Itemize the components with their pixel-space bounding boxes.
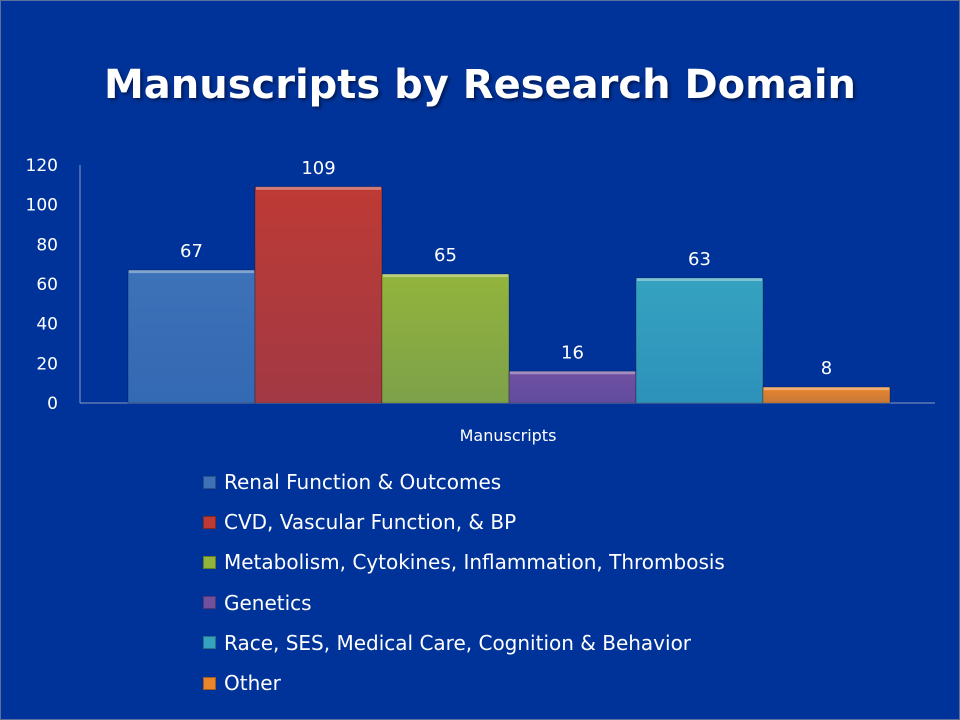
x-category-label: Manuscripts bbox=[460, 426, 557, 445]
y-tick-label: 80 bbox=[36, 235, 58, 255]
legend-label: Genetics bbox=[224, 590, 312, 615]
data-label: 65 bbox=[434, 245, 457, 266]
y-tick-label: 120 bbox=[26, 156, 58, 176]
bar-1 bbox=[127, 269, 256, 404]
bar-3 bbox=[381, 273, 510, 404]
y-tick-label: 40 bbox=[36, 315, 58, 335]
legend-label: CVD, Vascular Function, & BP bbox=[224, 510, 517, 535]
legend-swatch bbox=[203, 475, 216, 489]
data-label: 8 bbox=[821, 358, 832, 379]
bar-4 bbox=[508, 370, 637, 404]
bar-highlight bbox=[637, 278, 762, 282]
legend-swatch bbox=[203, 515, 216, 529]
legend-label: Metabolism, Cytokines, Inflammation, Thr… bbox=[224, 550, 725, 575]
bar-highlight bbox=[764, 387, 889, 391]
data-label: 109 bbox=[301, 158, 335, 179]
bar-highlight bbox=[383, 274, 508, 278]
legend-swatch bbox=[203, 596, 216, 610]
legend-item: Metabolism, Cytokines, Inflammation, Thr… bbox=[203, 542, 725, 582]
legend-swatch bbox=[203, 636, 216, 650]
bar-highlight bbox=[129, 270, 254, 274]
data-label: 63 bbox=[688, 249, 711, 270]
y-tick-label: 0 bbox=[47, 394, 58, 414]
y-tick-label: 100 bbox=[26, 196, 58, 216]
y-tick-label: 60 bbox=[36, 275, 58, 295]
legend-item: Genetics bbox=[203, 583, 725, 623]
bar-5 bbox=[635, 277, 764, 404]
legend-item: Race, SES, Medical Care, Cognition & Beh… bbox=[203, 623, 725, 663]
legend-swatch bbox=[203, 555, 216, 569]
data-label: 67 bbox=[180, 241, 203, 262]
bar-6 bbox=[762, 386, 891, 404]
bar-highlight bbox=[510, 371, 635, 375]
bar-2 bbox=[254, 186, 383, 404]
bar-highlight bbox=[256, 186, 381, 190]
legend-label: Race, SES, Medical Care, Cognition & Beh… bbox=[224, 630, 692, 655]
legend-label: Renal Function & Outcomes bbox=[224, 470, 502, 495]
legend-label: Other bbox=[224, 671, 281, 696]
data-label: 16 bbox=[561, 342, 584, 363]
legend-item: Renal Function & Outcomes bbox=[203, 462, 725, 502]
legend: Renal Function & Outcomes CVD, Vascular F… bbox=[203, 462, 725, 703]
chart-title: Manuscripts by Research Domain bbox=[103, 62, 857, 108]
legend-item: Other bbox=[203, 663, 725, 703]
y-tick-label: 20 bbox=[36, 354, 58, 374]
legend-item: CVD, Vascular Function, & BP bbox=[203, 502, 725, 542]
legend-swatch bbox=[203, 676, 216, 690]
